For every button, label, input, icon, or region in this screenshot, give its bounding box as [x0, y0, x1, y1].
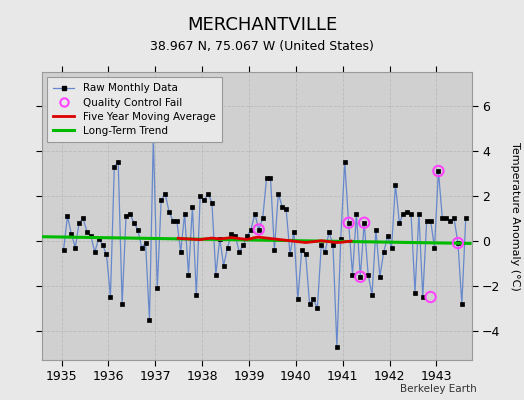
- Text: 38.967 N, 75.067 W (United States): 38.967 N, 75.067 W (United States): [150, 40, 374, 53]
- Point: [344, 220, 353, 226]
- Point: [434, 168, 443, 174]
- Text: MERCHANTVILLE: MERCHANTVILLE: [187, 16, 337, 34]
- Text: Berkeley Earth: Berkeley Earth: [400, 384, 477, 394]
- Point: [454, 240, 462, 246]
- Point: [356, 274, 365, 280]
- Y-axis label: Temperature Anomaly (°C): Temperature Anomaly (°C): [510, 142, 520, 290]
- Point: [255, 226, 263, 233]
- Legend: Raw Monthly Data, Quality Control Fail, Five Year Moving Average, Long-Term Tren: Raw Monthly Data, Quality Control Fail, …: [47, 77, 222, 142]
- Point: [427, 294, 435, 300]
- Point: [360, 220, 368, 226]
